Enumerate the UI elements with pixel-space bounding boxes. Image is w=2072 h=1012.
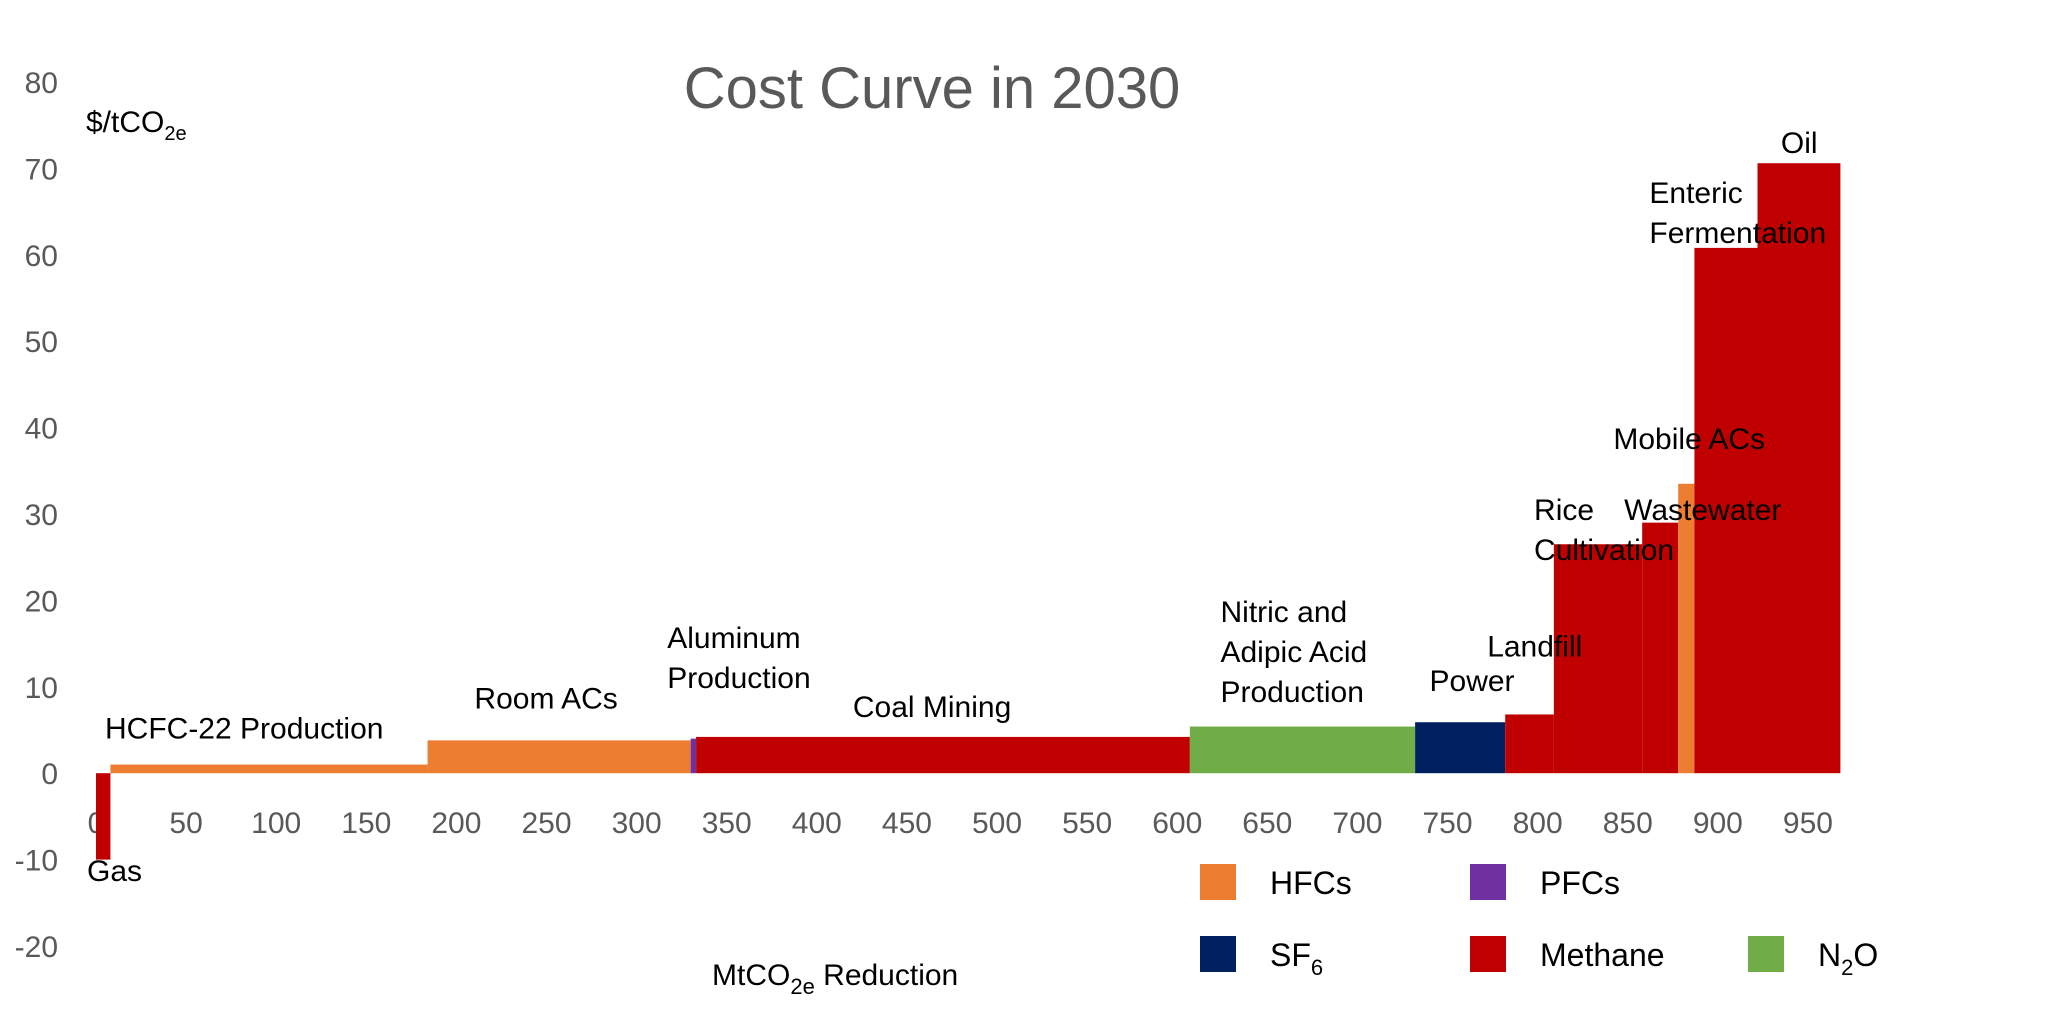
legend-swatch [1200, 864, 1236, 900]
x-tick-label: 850 [1603, 807, 1653, 840]
x-tick-label: 200 [431, 807, 481, 840]
bar [110, 764, 428, 774]
bar [1678, 483, 1695, 774]
bar [1694, 247, 1758, 774]
y-axis-label-sub: 2e [164, 123, 186, 145]
legend-swatch [1470, 936, 1506, 972]
y-axis-label: $/tCO2e [86, 106, 187, 145]
x-tick-label: 500 [972, 807, 1022, 840]
x-axis-ticks: 0501001502002503003504004505005506006507… [88, 807, 1833, 840]
y-tick-label: -20 [15, 931, 58, 964]
x-tick-label: 300 [612, 807, 662, 840]
y-tick-label: 70 [25, 153, 58, 186]
bar-annotation: Aluminum Production [667, 622, 810, 695]
x-tick-label: 950 [1783, 807, 1833, 840]
bar-annotation: Landfill [1487, 631, 1582, 664]
y-axis-label-main: $/tCO [86, 106, 164, 139]
bar-annotation: Enteric Fermentation [1649, 177, 1826, 250]
bar-annotation: Rice Cultivation [1534, 494, 1674, 567]
x-tick-label: 400 [792, 807, 842, 840]
bar [690, 738, 697, 774]
x-tick-label: 250 [521, 807, 571, 840]
y-tick-label: 60 [25, 240, 58, 273]
bar-annotation: Nitric and Adipic Acid Production [1220, 596, 1367, 709]
legend-label: HFCs [1270, 865, 1352, 901]
bar-annotation: Power [1430, 665, 1515, 698]
y-axis-ticks: 80 70 60 50 40 30 20 10 0 -10 -20 [15, 67, 58, 964]
bar [96, 773, 111, 860]
bar [1757, 163, 1841, 774]
bar [1553, 544, 1643, 774]
y-tick-label: 50 [25, 326, 58, 359]
bar-annotations: Gas HCFC-22 Production Room ACs Aluminum Pro… [87, 127, 1826, 888]
legend-label: N2O [1818, 937, 1878, 980]
x-axis-label: MtCO2e Reduction [712, 959, 958, 999]
legend-swatch [1748, 936, 1784, 972]
bar [1189, 726, 1416, 774]
bar [427, 740, 691, 774]
x-tick-label: 600 [1152, 807, 1202, 840]
bars [96, 163, 1841, 860]
x-tick-label: 350 [702, 807, 752, 840]
legend-swatch [1200, 936, 1236, 972]
y-tick-label: 40 [25, 413, 58, 446]
legend-swatch [1470, 864, 1506, 900]
x-tick-label: 750 [1423, 807, 1473, 840]
x-tick-label: 100 [251, 807, 301, 840]
legend-label: SF6 [1270, 937, 1323, 980]
x-tick-label: 450 [882, 807, 932, 840]
bar-annotation: Oil [1781, 127, 1818, 160]
bar-annotation: Wastewater [1624, 494, 1781, 527]
x-tick-label: 550 [1062, 807, 1112, 840]
y-tick-label: 80 [25, 67, 58, 100]
bar [1415, 722, 1506, 774]
legend-label: Methane [1540, 937, 1665, 973]
legend: HFCs PFCs SF6 Methane N2O [1200, 864, 1878, 980]
x-tick-label: 900 [1693, 807, 1743, 840]
y-tick-label: 10 [25, 672, 58, 705]
chart-title: Cost Curve in 2030 [684, 56, 1180, 121]
x-tick-label: 650 [1242, 807, 1292, 840]
bar-annotation: Coal Mining [853, 691, 1011, 724]
bar [696, 736, 1190, 774]
bar [1505, 714, 1554, 774]
y-tick-label: 20 [25, 585, 58, 618]
x-tick-label: 800 [1513, 807, 1563, 840]
bar-annotation: Gas [87, 855, 142, 888]
x-tick-label: 50 [169, 807, 202, 840]
bar-annotation: Mobile ACs [1613, 423, 1765, 456]
bar [1642, 522, 1679, 774]
bar-annotation: Room ACs [474, 682, 617, 715]
y-tick-label: 0 [41, 758, 58, 791]
y-tick-label: -10 [15, 845, 58, 878]
legend-label: PFCs [1540, 865, 1620, 901]
bar-annotation: HCFC-22 Production [105, 713, 383, 746]
y-tick-label: 30 [25, 499, 58, 532]
x-tick-label: 150 [341, 807, 391, 840]
x-tick-label: 700 [1332, 807, 1382, 840]
